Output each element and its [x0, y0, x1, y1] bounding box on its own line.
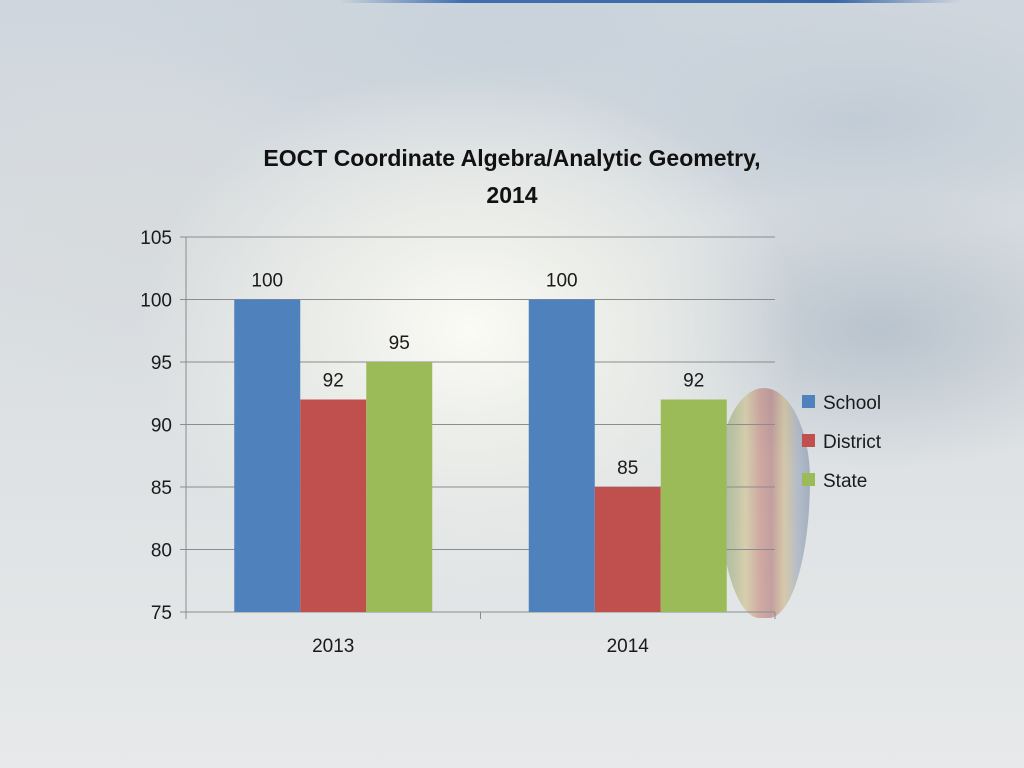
legend-swatch-district — [802, 434, 815, 447]
legend-label-state: State — [823, 471, 867, 492]
bars — [234, 299, 727, 612]
y-tick-label: 85 — [151, 478, 172, 499]
y-tick-label: 105 — [140, 228, 172, 249]
legend-label-district: District — [823, 432, 882, 453]
y-tick-label: 100 — [140, 291, 172, 312]
y-tick-label: 75 — [151, 603, 172, 624]
y-tick-label: 90 — [151, 416, 172, 437]
legend-label-school: School — [823, 393, 881, 414]
chart-title-line2: 2014 — [486, 182, 537, 208]
legend-swatch-school — [802, 395, 815, 408]
bar-school-2013 — [234, 299, 301, 612]
data-labels: 100 92 95 100 85 92 — [251, 271, 704, 480]
axes: 75 80 85 90 95 100 105 2013 2014 — [140, 228, 776, 657]
x-category-label: 2013 — [312, 636, 354, 657]
data-label-school-2013: 100 — [251, 271, 283, 292]
data-label-state-2013: 95 — [389, 333, 410, 354]
data-label-district-2014: 85 — [617, 458, 638, 479]
bar-state-2013 — [366, 362, 433, 612]
data-label-district-2013: 92 — [323, 371, 344, 392]
y-tick-label: 80 — [151, 541, 172, 562]
legend: School District State — [802, 393, 882, 492]
hot-air-balloon-image — [718, 388, 810, 618]
chart-title: EOCT Coordinate Algebra/Analytic Geometr… — [263, 145, 760, 171]
legend-swatch-state — [802, 473, 815, 486]
bar-district-2014 — [594, 487, 661, 612]
bar-school-2014 — [528, 299, 595, 612]
top-decorative-strip — [340, 0, 960, 3]
bar-state-2014 — [660, 399, 727, 612]
x-category-label: 2014 — [607, 636, 650, 657]
bar-district-2013 — [300, 399, 367, 612]
data-label-state-2014: 92 — [683, 371, 704, 392]
y-tick-label: 95 — [151, 353, 172, 374]
data-label-school-2014: 100 — [546, 271, 578, 292]
